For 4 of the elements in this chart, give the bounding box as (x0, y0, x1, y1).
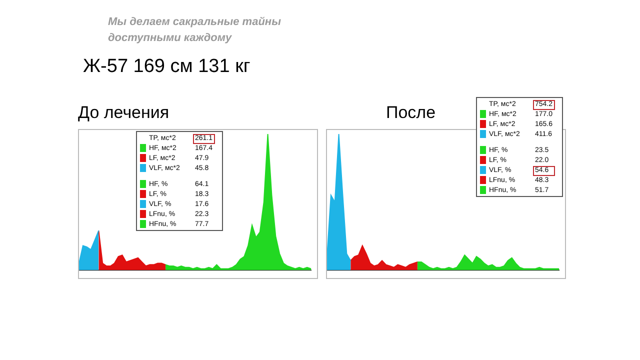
chart-title: После (386, 103, 436, 123)
chart-title: До лечения (78, 103, 170, 123)
text: Мы делаем сакральные тайны доступными каждому (108, 15, 282, 46)
text: Ж-57 169 см 131 кг (83, 56, 250, 78)
